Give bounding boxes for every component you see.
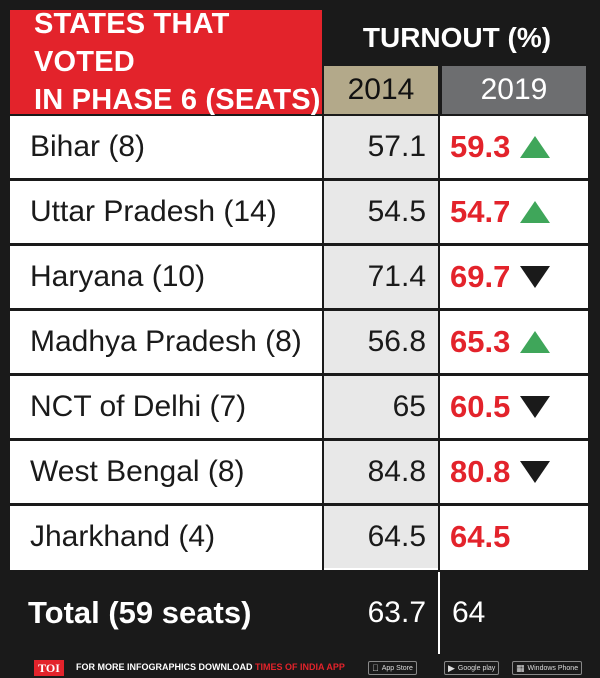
table-row: Madhya Pradesh (8) 56.8 65.3 <box>10 311 588 373</box>
state-label: West Bengal (8) <box>30 455 245 488</box>
footer-message: FOR MORE INFOGRAPHICS DOWNLOAD TIMES OF … <box>76 662 345 672</box>
table-row: Jharkhand (4) 64.5 64.5 <box>10 506 588 568</box>
state-label: Jharkhand (4) <box>30 520 216 553</box>
turnout-2019-cell: 65.3 <box>440 311 588 373</box>
turnout-2019-cell: 60.5 <box>440 376 588 438</box>
table-row: Haryana (10) 71.4 69.7 <box>10 246 588 308</box>
turnout-2014-value: 56.8 <box>322 311 438 373</box>
down-arrow-icon <box>520 396 551 418</box>
turnout-2014-value: 54.5 <box>322 181 438 243</box>
year-2019-header: 2019 <box>442 66 586 114</box>
table-body: Bihar (8) 57.1 59.3 Uttar Pradesh (14) 54.5 5… <box>10 116 588 570</box>
column-divider <box>438 116 440 570</box>
windows-phone-label: Windows Phone <box>527 664 579 672</box>
turnout-2019-cell: 59.3 <box>440 116 588 178</box>
table-row: Uttar Pradesh (14) 54.5 54.7 <box>10 181 588 243</box>
app-store-label: App Store <box>375 664 413 672</box>
column-divider <box>438 572 440 654</box>
turnout-2019-value: 54.7 <box>450 194 511 229</box>
table-row: Bihar (8) 57.1 59.3 <box>10 116 588 178</box>
state-label: Bihar (8) <box>30 130 146 163</box>
total-2019-value: 64 <box>452 596 486 629</box>
total-label: Total (59 seats) <box>28 595 252 630</box>
toi-logo: TOI <box>34 660 64 676</box>
turnout-2019-cell: 54.7 <box>440 181 588 243</box>
total-row: Total (59 seats) 63.7 64 <box>10 572 588 654</box>
windows-phone-badge[interactable]: ▦ Windows Phone <box>512 661 583 675</box>
footer-bar: TOI FOR MORE INFOGRAPHICS DOWNLOAD TIMES… <box>0 658 600 678</box>
footer-app-name: TIMES OF INDIA APP <box>255 662 345 672</box>
table-row: NCT of Delhi (7) 65 60.5 <box>10 376 588 438</box>
table-title: STATES THAT VOTED IN PHASE 6 (SEATS) <box>10 8 322 116</box>
down-arrow-icon <box>520 461 551 483</box>
turnout-2014-value: 64.5 <box>322 506 438 568</box>
app-store-badge[interactable]:  App Store <box>368 661 417 675</box>
column-divider <box>322 116 324 570</box>
row-divider <box>10 178 588 181</box>
turnout-2019-cell: 80.8 <box>440 441 588 503</box>
turnout-2019-value: 69.7 <box>450 259 511 294</box>
up-arrow-icon <box>520 331 551 353</box>
row-divider <box>10 243 588 246</box>
turnout-2019-cell: 64.5 <box>440 506 588 568</box>
turnout-2014-value: 71.4 <box>322 246 438 308</box>
down-arrow-icon <box>520 266 551 288</box>
up-arrow-icon <box>520 201 551 223</box>
turnout-2014-value: 65 <box>322 376 438 438</box>
row-divider <box>10 438 588 441</box>
row-divider <box>10 308 588 311</box>
turnout-2014-value: 57.1 <box>322 116 438 178</box>
state-label: Uttar Pradesh (14) <box>30 195 277 228</box>
turnout-2019-value: 64.5 <box>450 519 511 554</box>
state-label: Madhya Pradesh (8) <box>30 325 302 358</box>
windows-icon: ▦ <box>516 662 525 673</box>
play-icon: ▶ <box>448 662 455 673</box>
turnout-2019-cell: 69.7 <box>440 246 588 308</box>
footer-message-text: FOR MORE INFOGRAPHICS DOWNLOAD <box>76 662 253 672</box>
google-play-label: Google play <box>457 664 496 672</box>
row-divider <box>10 373 588 376</box>
turnout-2019-value: 65.3 <box>450 324 511 359</box>
year-2014-header: 2014 <box>324 66 438 114</box>
title-line-1: STATES THAT VOTED <box>34 8 230 78</box>
turnout-2019-value: 80.8 <box>450 454 511 489</box>
total-2014-value: 63.7 <box>367 596 426 629</box>
state-label: Haryana (10) <box>30 260 206 293</box>
turnout-2014-value: 84.8 <box>322 441 438 503</box>
up-arrow-icon <box>520 136 551 158</box>
title-line-2: IN PHASE 6 (SEATS) <box>34 84 321 116</box>
turnout-2019-value: 60.5 <box>450 389 511 424</box>
table-row: West Bengal (8) 84.8 80.8 <box>10 441 588 503</box>
turnout-2019-value: 59.3 <box>450 129 511 164</box>
google-play-badge[interactable]: ▶ Google play <box>444 661 500 675</box>
turnout-header: TURNOUT (%) <box>362 22 552 53</box>
row-divider <box>10 503 588 506</box>
state-label: NCT of Delhi (7) <box>30 390 247 423</box>
apple-icon:  <box>372 663 379 673</box>
